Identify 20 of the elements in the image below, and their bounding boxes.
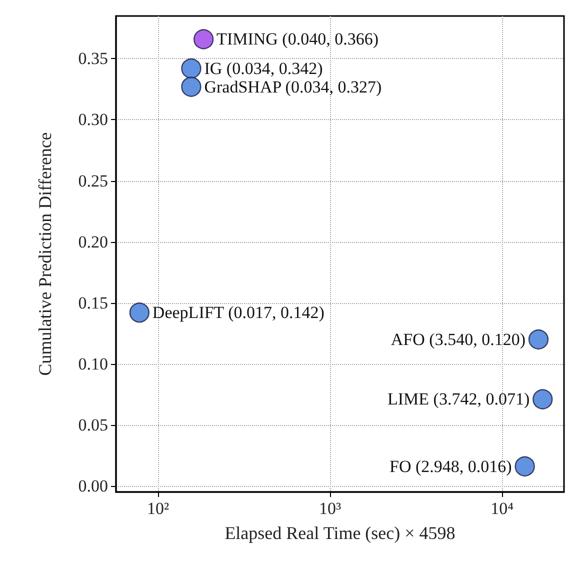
annotation: TIMING (0.040, 0.366) — [216, 30, 379, 49]
annotation: IG (0.034, 0.342) — [204, 58, 323, 78]
annotation: DeepLIFT (0.017, 0.142) — [152, 303, 324, 322]
y-tick-label: 0.15 — [78, 293, 108, 312]
y-axis-title: Cumulative Prediction Difference — [35, 132, 55, 376]
annotation: LIME (3.742, 0.071) — [388, 390, 530, 409]
annotation: FO (2.948, 0.016) — [390, 456, 512, 476]
x-tick-label: 10⁴ — [490, 499, 514, 518]
annotation: GradSHAP (0.034, 0.327) — [204, 77, 382, 96]
x-tick-label: 10² — [146, 499, 170, 518]
y-tick-label: 0.05 — [78, 415, 108, 434]
x-axis-title: Elapsed Real Time (sec) × 4598 — [224, 523, 456, 543]
annotation: AFO (3.540, 0.120) — [390, 330, 526, 349]
y-tick-label: 0.20 — [78, 232, 108, 252]
y-tick-label: 0.30 — [78, 110, 108, 130]
y-tick-label: 0.35 — [78, 49, 108, 68]
y-tick-label: 0.25 — [78, 171, 108, 190]
y-tick-label: 0.00 — [78, 476, 108, 496]
x-tick-label: 10³ — [318, 499, 342, 518]
y-tick-label: 0.10 — [78, 354, 108, 374]
